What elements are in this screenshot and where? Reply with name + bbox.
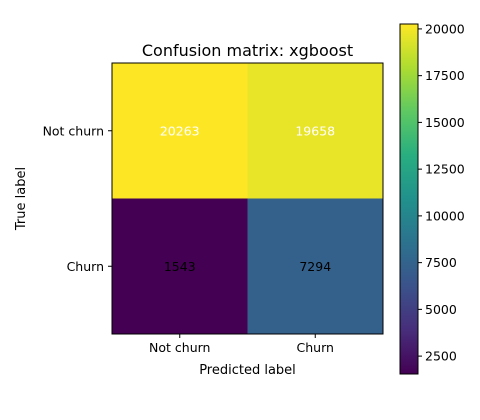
matrix-cell (247, 198, 384, 335)
y-axis-ticks: Not churn Churn (43, 123, 112, 274)
colorbar (399, 23, 419, 375)
matrix-cell-label: 19658 (295, 123, 335, 138)
y-tick-label: Not churn (43, 123, 104, 138)
colorbar-tick-label: 15000 (425, 115, 465, 130)
matrix-cell (247, 63, 384, 199)
x-tick-label: Not churn (149, 340, 210, 355)
colorbar-tick-label: 2500 (425, 349, 457, 364)
matrix-cell-label: 1543 (164, 259, 196, 274)
x-axis-ticks: Not churn Churn (149, 334, 334, 355)
matrix-cell-labels: 20263 19658 1543 7294 (160, 123, 335, 274)
matrix-cell-label: 7294 (299, 259, 331, 274)
colorbar-tick-label: 10000 (425, 208, 465, 223)
colorbar-tick-label: 7500 (425, 255, 457, 270)
chart-title: Confusion matrix: xgboost (142, 41, 353, 60)
y-axis-label: True label (14, 167, 29, 231)
matrix-frame (111, 62, 384, 335)
x-tick-label: Churn (297, 340, 334, 355)
matrix-cells (112, 63, 384, 335)
colorbar-tick-label: 17500 (425, 68, 465, 83)
matrix-cell-label: 20263 (160, 123, 200, 138)
colorbar-tick-label: 5000 (425, 302, 457, 317)
matrix-cell (112, 63, 248, 199)
colorbar-ticks: 2500 5000 7500 10000 12500 15000 17500 20000 (418, 21, 465, 364)
colorbar-tick-label: 20000 (425, 21, 465, 36)
colorbar-tick-label: 12500 (425, 162, 465, 177)
y-tick-label: Churn (67, 259, 104, 274)
matrix-cell (112, 198, 248, 335)
x-axis-label: Predicted label (199, 363, 296, 378)
